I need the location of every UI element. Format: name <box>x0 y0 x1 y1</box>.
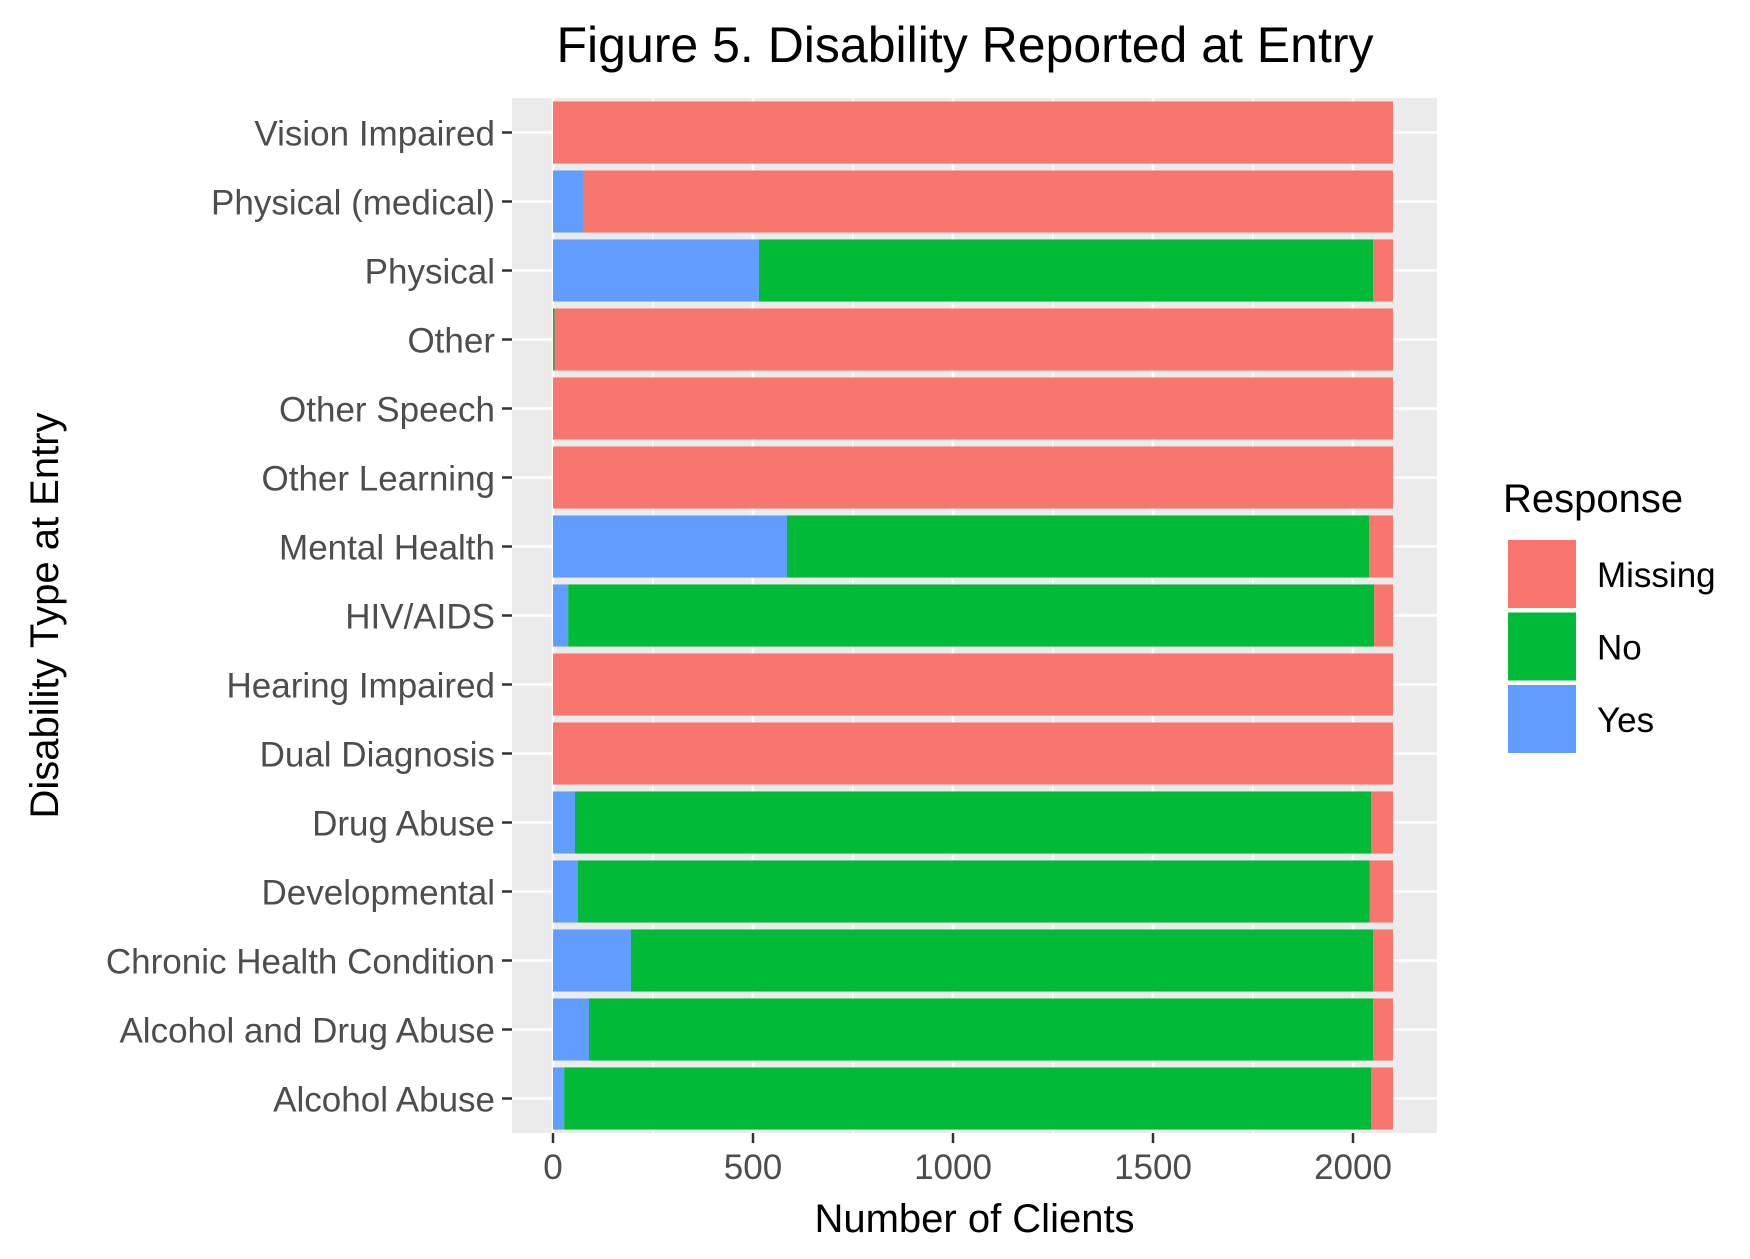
y-tick-label: Chronic Health Condition <box>106 943 495 982</box>
bar-physical-yes <box>553 239 759 302</box>
x-tick-label: 1500 <box>1114 1148 1192 1187</box>
bar-developmental-missing <box>1369 860 1393 923</box>
bar-developmental-no <box>577 860 1370 923</box>
legend-label-no: No <box>1597 629 1642 668</box>
bar-alcohol-and-drug-abuse-no <box>589 998 1373 1061</box>
bar-other-missing <box>554 308 1393 371</box>
x-tick-label: 500 <box>724 1148 782 1187</box>
bar-hiv-aids-yes <box>553 584 569 647</box>
legend-key-missing <box>1508 540 1576 608</box>
y-tick-label: Dual Diagnosis <box>260 736 495 775</box>
bar-hiv-aids-missing <box>1374 584 1393 647</box>
bar-alcohol-abuse-no <box>564 1067 1371 1130</box>
bar-hiv-aids-no <box>568 584 1375 647</box>
y-tick-label: HIV/AIDS <box>345 598 495 637</box>
bar-dual-diagnosis-missing <box>553 722 1393 785</box>
y-tick-label: Drug Abuse <box>312 805 495 844</box>
bar-other-speech-missing <box>553 377 1393 440</box>
y-tick-label: Alcohol Abuse <box>273 1081 495 1120</box>
y-tick-label: Alcohol and Drug Abuse <box>119 1012 495 1051</box>
bar-chronic-health-condition-no <box>631 929 1373 992</box>
x-tick-label: 2000 <box>1314 1148 1392 1187</box>
y-tick-label: Physical <box>365 253 495 292</box>
legend-key-no <box>1508 612 1576 681</box>
y-tick-label: Mental Health <box>279 529 495 568</box>
bar-alcohol-abuse-yes <box>553 1067 565 1130</box>
y-tick-label: Vision Impaired <box>254 115 495 154</box>
bar-developmental-yes <box>553 860 578 923</box>
y-tick-label: Hearing Impaired <box>227 667 495 706</box>
x-tick-label: 1000 <box>914 1148 992 1187</box>
bar-other-learning-missing <box>553 446 1393 509</box>
bar-drug-abuse-missing <box>1371 791 1393 854</box>
bar-physical-medical-yes <box>553 170 583 233</box>
y-tick-label: Other <box>407 322 495 361</box>
x-axis-title: Number of Clients <box>814 1197 1134 1241</box>
bar-chronic-health-condition-missing <box>1373 929 1393 992</box>
legend-title: Response <box>1503 477 1683 521</box>
y-axis: Vision Impaired Physical (medical) Physica… <box>106 115 512 1120</box>
x-axis: 0 500 1000 1500 2000 <box>543 1133 1392 1187</box>
y-tick-label: Other Speech <box>279 391 495 430</box>
bar-vision-impaired-missing <box>553 101 1393 164</box>
bar-mental-health-no <box>787 515 1369 578</box>
bars <box>553 101 1393 1130</box>
bar-drug-abuse-no <box>575 791 1371 854</box>
y-tick-label: Developmental <box>262 874 495 913</box>
bar-mental-health-missing <box>1369 515 1393 578</box>
bar-alcohol-abuse-missing <box>1371 1067 1393 1130</box>
bar-alcohol-and-drug-abuse-missing <box>1373 998 1393 1061</box>
bar-physical-no <box>759 239 1373 302</box>
y-tick-label: Other Learning <box>262 460 495 499</box>
bar-physical-missing <box>1373 239 1393 302</box>
y-axis-title: Disability Type at Entry <box>23 412 67 818</box>
bar-physical-medical-missing <box>583 170 1393 233</box>
legend: Response Missing No Yes <box>1503 477 1716 753</box>
bar-mental-health-yes <box>553 515 787 578</box>
x-tick-label: 0 <box>543 1148 562 1187</box>
legend-label-missing: Missing <box>1597 556 1716 595</box>
bar-alcohol-and-drug-abuse-yes <box>553 998 589 1061</box>
bar-drug-abuse-yes <box>553 791 575 854</box>
bar-chronic-health-condition-yes <box>553 929 631 992</box>
bar-other-no <box>553 308 555 371</box>
chart-title: Figure 5. Disability Reported at Entry <box>556 17 1373 73</box>
bar-hearing-impaired-missing <box>553 653 1393 716</box>
legend-key-yes <box>1508 685 1576 753</box>
legend-label-yes: Yes <box>1597 701 1654 740</box>
y-tick-label: Physical (medical) <box>211 184 495 223</box>
